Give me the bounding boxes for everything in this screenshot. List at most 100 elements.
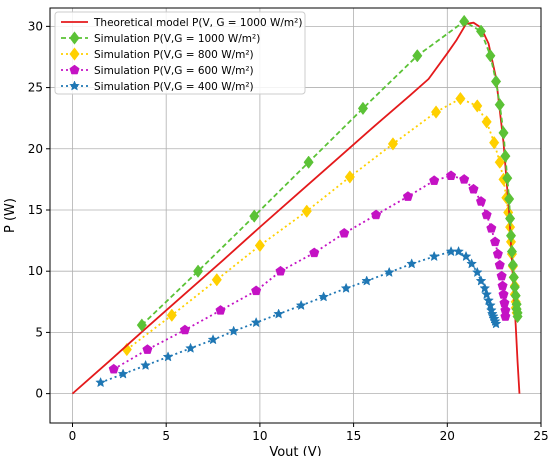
data-point (357, 101, 369, 116)
data-point (273, 308, 285, 319)
data-point (486, 223, 497, 233)
legend-marker (69, 64, 80, 75)
data-point (340, 282, 352, 293)
data-point (494, 259, 505, 270)
data-point (472, 99, 483, 113)
data-point (275, 265, 286, 276)
data-point (498, 126, 509, 140)
data-point (402, 191, 413, 201)
legend-item: Simulation P(V,G = 400 W/m²) (61, 80, 254, 93)
data-point (494, 98, 505, 112)
legend-label: Theoretical model P(V, G = 1000 W/m²) (93, 17, 302, 29)
data-point (489, 135, 500, 150)
x-tick-label: 5 (162, 429, 170, 443)
data-point (468, 183, 479, 194)
data-point (136, 318, 147, 332)
data-point (250, 316, 262, 328)
legend-item: Simulation P(V,G = 800 W/m²) (61, 47, 254, 61)
data-point (412, 49, 423, 63)
data-point (466, 258, 478, 269)
legend-marker (69, 31, 80, 45)
series-4 (95, 245, 502, 388)
data-point (475, 196, 487, 206)
series-line (100, 250, 497, 384)
y-tick-label: 20 (28, 142, 43, 156)
data-point (494, 155, 505, 169)
data-point (361, 275, 373, 286)
data-point (383, 266, 395, 277)
data-point (496, 270, 507, 281)
y-tick-label: 10 (28, 264, 43, 278)
data-point (251, 285, 262, 296)
data-point (481, 209, 492, 220)
data-point (507, 258, 518, 272)
data-point (430, 105, 442, 119)
data-point (228, 325, 240, 336)
data-point (387, 137, 399, 151)
data-point (309, 247, 320, 258)
axis-layer: 0 5 10 15 20 25 0 5 10 15 20 25 30 (28, 19, 549, 443)
y-axis-title: P (W) (3, 198, 18, 233)
legend-item: Simulation P(V,G = 1000 W/m²) (61, 31, 260, 45)
legend-label: Simulation P(V,G = 1000 W/m²) (94, 33, 260, 45)
data-point (166, 308, 177, 322)
legend-label: Simulation P(V,G = 600 W/m²) (94, 65, 254, 77)
data-point (505, 211, 516, 226)
data-point (95, 376, 106, 388)
legend-marker (69, 47, 80, 61)
data-point (500, 149, 511, 163)
data-point (485, 49, 496, 63)
data-point (506, 244, 518, 259)
data-point (295, 299, 307, 311)
data-point (490, 318, 502, 329)
series-3 (108, 170, 511, 374)
data-point (254, 238, 265, 253)
data-point (490, 74, 502, 89)
data-point (192, 264, 204, 278)
data-point (504, 192, 515, 206)
legend-marker (69, 80, 80, 91)
data-point (481, 115, 492, 129)
x-tick-label: 25 (533, 429, 548, 443)
data-point (490, 236, 501, 247)
data-point (406, 258, 418, 269)
x-tick-label: 0 (69, 429, 77, 443)
y-tick-label: 5 (35, 325, 43, 339)
data-point (453, 245, 464, 257)
data-point (142, 344, 153, 354)
x-axis-title: Vout (V) (269, 445, 321, 456)
data-point (429, 175, 440, 185)
data-point (502, 171, 513, 185)
data-point (215, 305, 226, 315)
data-point (140, 359, 151, 371)
data-point (179, 324, 190, 335)
data-point (428, 250, 440, 262)
legend-item: Simulation P(V,G = 600 W/m²) (61, 64, 254, 77)
legend-label: Simulation P(V,G = 800 W/m²) (94, 49, 254, 61)
y-tick-label: 25 (28, 81, 43, 95)
data-point (301, 204, 312, 218)
y-tick-label: 15 (28, 203, 43, 217)
data-point (471, 266, 483, 277)
data-point (475, 24, 487, 38)
data-point (492, 248, 503, 259)
data-point (344, 170, 355, 184)
data-point (459, 174, 470, 184)
series-layer (71, 14, 523, 395)
data-point (117, 368, 129, 379)
y-tick-label: 30 (28, 19, 43, 33)
legend-box (54, 11, 306, 95)
data-point (303, 155, 314, 169)
x-tick-label: 15 (346, 429, 361, 443)
data-point (371, 209, 382, 220)
data-point (249, 209, 260, 223)
data-point (162, 351, 174, 362)
data-point (505, 229, 517, 243)
plot-frame (49, 7, 542, 424)
y-tick-label: 0 (35, 387, 43, 401)
x-tick-label: 10 (252, 429, 267, 443)
legend-label: Simulation P(V,G = 400 W/m²) (94, 81, 254, 93)
data-point (211, 273, 222, 287)
